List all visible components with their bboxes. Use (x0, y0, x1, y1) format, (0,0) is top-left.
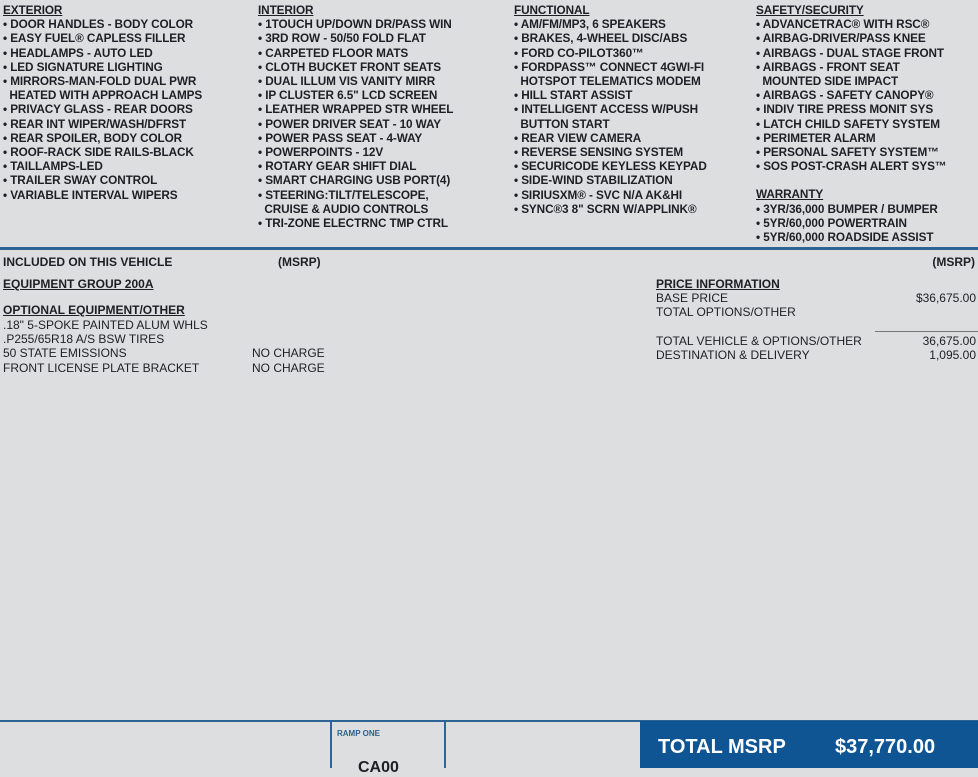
feature-item: HEATED WITH APPROACH LAMPS (3, 88, 203, 103)
feature-item: • 3RD ROW - 50/50 FOLD FLAT (258, 31, 426, 46)
feature-item: • TRAILER SWAY CONTROL (3, 173, 158, 188)
feature-item: • STEERING:TILT/TELESCOPE, (258, 187, 429, 202)
total-msrp-label: TOTAL MSRP (658, 736, 786, 758)
ramp-label: RAMP ONE (337, 729, 380, 738)
section-title: EXTERIOR (3, 3, 63, 17)
feature-item: • DUAL ILLUM VIS VANITY MIRR (258, 74, 436, 89)
feature-item: • FORDPASS™ CONNECT 4GWI-FI (514, 59, 705, 74)
feature-item: • PRIVACY GLASS - REAR DOORS (3, 102, 193, 117)
optional-item: .18" 5-SPOKE PAINTED ALUM WHLS (3, 318, 333, 332)
feature-item: • 1TOUCH UP/DOWN DR/PASS WIN (258, 17, 452, 32)
optional-item-price: NO CHARGE (252, 346, 325, 361)
included-msrp-label: (MSRP) (278, 255, 321, 269)
feature-item: • FORD CO-PILOT360™ (514, 45, 644, 60)
feature-item: • SOS POST-CRASH ALERT SYS™ (756, 159, 947, 174)
feature-item: • MIRRORS-MAN-FOLD DUAL PWR (3, 74, 197, 89)
total-msrp-value: $37,770.00 (835, 736, 936, 758)
price-msrp-label: (MSRP) (932, 255, 975, 269)
section-title: SAFETY/SECURITY (756, 3, 864, 17)
feature-item: HOTSPOT TELEMATICS MODEM (514, 74, 701, 89)
feature-item: • SMART CHARGING USB PORT(4) (258, 173, 451, 188)
feature-item: • LEATHER WRAPPED STR WHEEL (258, 102, 454, 117)
ramp-code: CA00 (358, 759, 399, 776)
feature-item: • IP CLUSTER 6.5" LCD SCREEN (258, 88, 438, 103)
feature-item: • VARIABLE INTERVAL WIPERS (3, 187, 178, 202)
optional-title: OPTIONAL EQUIPMENT/OTHER (3, 303, 185, 317)
feature-item: • EASY FUEL® CAPLESS FILLER (3, 31, 186, 46)
destination-value: 1,095.00 (929, 348, 976, 362)
feature-item: • ROTARY GEAR SHIFT DIAL (258, 159, 417, 174)
ramp-box: RAMP ONE CA00 (330, 721, 446, 776)
optional-item-name: 50 STATE EMISSIONS (3, 346, 127, 361)
feature-item: • POWER DRIVER SEAT - 10 WAY (258, 116, 442, 131)
feature-item: • DOOR HANDLES - BODY COLOR (3, 17, 194, 32)
feature-item: • ADVANCETRAC® WITH RSC® (756, 17, 930, 32)
sum-line (875, 331, 978, 332)
feature-item: • POWERPOINTS - 12V (258, 145, 384, 160)
feature-item: • HEADLAMPS - AUTO LED (3, 45, 153, 60)
destination-label: DESTINATION & DELIVERY (656, 348, 810, 362)
feature-item: • INDIV TIRE PRESS MONIT SYS (756, 102, 934, 117)
section-title: FUNCTIONAL (514, 3, 590, 17)
feature-item: • INTELLIGENT ACCESS W/PUSH (514, 102, 698, 117)
feature-item: • CLOTH BUCKET FRONT SEATS (258, 59, 441, 74)
feature-item: • SYNC®3 8" SCRN W/APPLINK® (514, 201, 697, 216)
feature-item: CRUISE & AUDIO CONTROLS (258, 201, 429, 216)
feature-item: • REAR INT WIPER/WASH/DFRST (3, 116, 187, 131)
feature-item: • SIDE-WIND STABILIZATION (514, 173, 673, 188)
safety-section: SAFETY/SECURITY • ADVANCETRAC® WITH RSC®… (756, 3, 947, 244)
optional-item-name: .P255/65R18 A/S BSW TIRES (3, 332, 165, 347)
feature-item: • 5YR/60,000 ROADSIDE ASSIST (756, 230, 934, 245)
feature-item: • TAILLAMPS-LED (3, 159, 103, 174)
feature-item: MOUNTED SIDE IMPACT (756, 74, 899, 89)
base-price-label: BASE PRICE (656, 291, 729, 305)
equipment-group: EQUIPMENT GROUP 200A (3, 277, 154, 291)
warranty-title: WARRANTY (756, 187, 824, 202)
total-vehicle-value: 36,675.00 (922, 334, 976, 348)
base-price-value: $36,675.00 (915, 291, 976, 305)
optional-item: FRONT LICENSE PLATE BRACKET NO CHARGE (3, 361, 333, 375)
feature-item: • REVERSE SENSING SYSTEM (514, 145, 684, 160)
optional-item: 50 STATE EMISSIONS NO CHARGE (3, 346, 333, 360)
interior-section: INTERIOR • 1TOUCH UP/DOWN DR/PASS WIN • 3… (258, 3, 453, 230)
functional-section: FUNCTIONAL • AM/FM/MP3, 6 SPEAKERS • BRAK… (514, 3, 707, 216)
feature-item: • REAR SPOILER, BODY COLOR (3, 130, 183, 145)
feature-item: • BRAKES, 4-WHEEL DISC/ABS (514, 31, 688, 46)
feature-item: • AIRBAG-DRIVER/PASS KNEE (756, 31, 926, 46)
feature-item: • 5YR/60,000 POWERTRAIN (756, 215, 907, 230)
feature-item: • AIRBAGS - DUAL STAGE FRONT (756, 45, 945, 60)
feature-item: • SECURICODE KEYLESS KEYPAD (514, 159, 707, 174)
total-options-label: TOTAL OPTIONS/OTHER (656, 305, 796, 319)
feature-item: • LATCH CHILD SAFETY SYSTEM (756, 116, 940, 131)
feature-item: • REAR VIEW CAMERA (514, 130, 642, 145)
feature-item: • SIRIUSXM® - SVC N/A AK&HI (514, 187, 683, 202)
footer-divider (0, 720, 978, 722)
feature-item: • ROOF-RACK SIDE RAILS-BLACK (3, 145, 194, 160)
feature-item: • PERIMETER ALARM (756, 130, 876, 145)
exterior-section: EXTERIOR • DOOR HANDLES - BODY COLOR • EA… (3, 3, 202, 202)
feature-item: • AM/FM/MP3, 6 SPEAKERS (514, 17, 666, 32)
included-title: INCLUDED ON THIS VEHICLE (3, 255, 173, 269)
feature-item: • HILL START ASSIST (514, 88, 633, 103)
feature-item: BUTTON START (514, 116, 610, 131)
feature-item: • AIRBAGS - FRONT SEAT (756, 59, 900, 74)
feature-item: • PERSONAL SAFETY SYSTEM™ (756, 145, 939, 160)
feature-item: • TRI-ZONE ELECTRNC TMP CTRL (258, 216, 448, 231)
section-divider (0, 247, 978, 250)
section-title: INTERIOR (258, 3, 314, 17)
total-msrp-box: TOTAL MSRP $37,770.00 (640, 721, 978, 768)
optional-item-name: .18" 5-SPOKE PAINTED ALUM WHLS (3, 318, 208, 332)
feature-item: • 3YR/36,000 BUMPER / BUMPER (756, 201, 938, 216)
total-vehicle-label: TOTAL VEHICLE & OPTIONS/OTHER (656, 334, 862, 348)
price-info-title: PRICE INFORMATION (656, 277, 780, 291)
feature-item: • AIRBAGS - SAFETY CANOPY® (756, 88, 934, 103)
optional-item-price: NO CHARGE (252, 360, 325, 375)
feature-item: • LED SIGNATURE LIGHTING (3, 59, 163, 74)
feature-item: • CARPETED FLOOR MATS (258, 45, 409, 60)
feature-item: • POWER PASS SEAT - 4-WAY (258, 130, 423, 145)
optional-item-name: FRONT LICENSE PLATE BRACKET (3, 360, 200, 375)
optional-item: .P255/65R18 A/S BSW TIRES (3, 332, 333, 346)
